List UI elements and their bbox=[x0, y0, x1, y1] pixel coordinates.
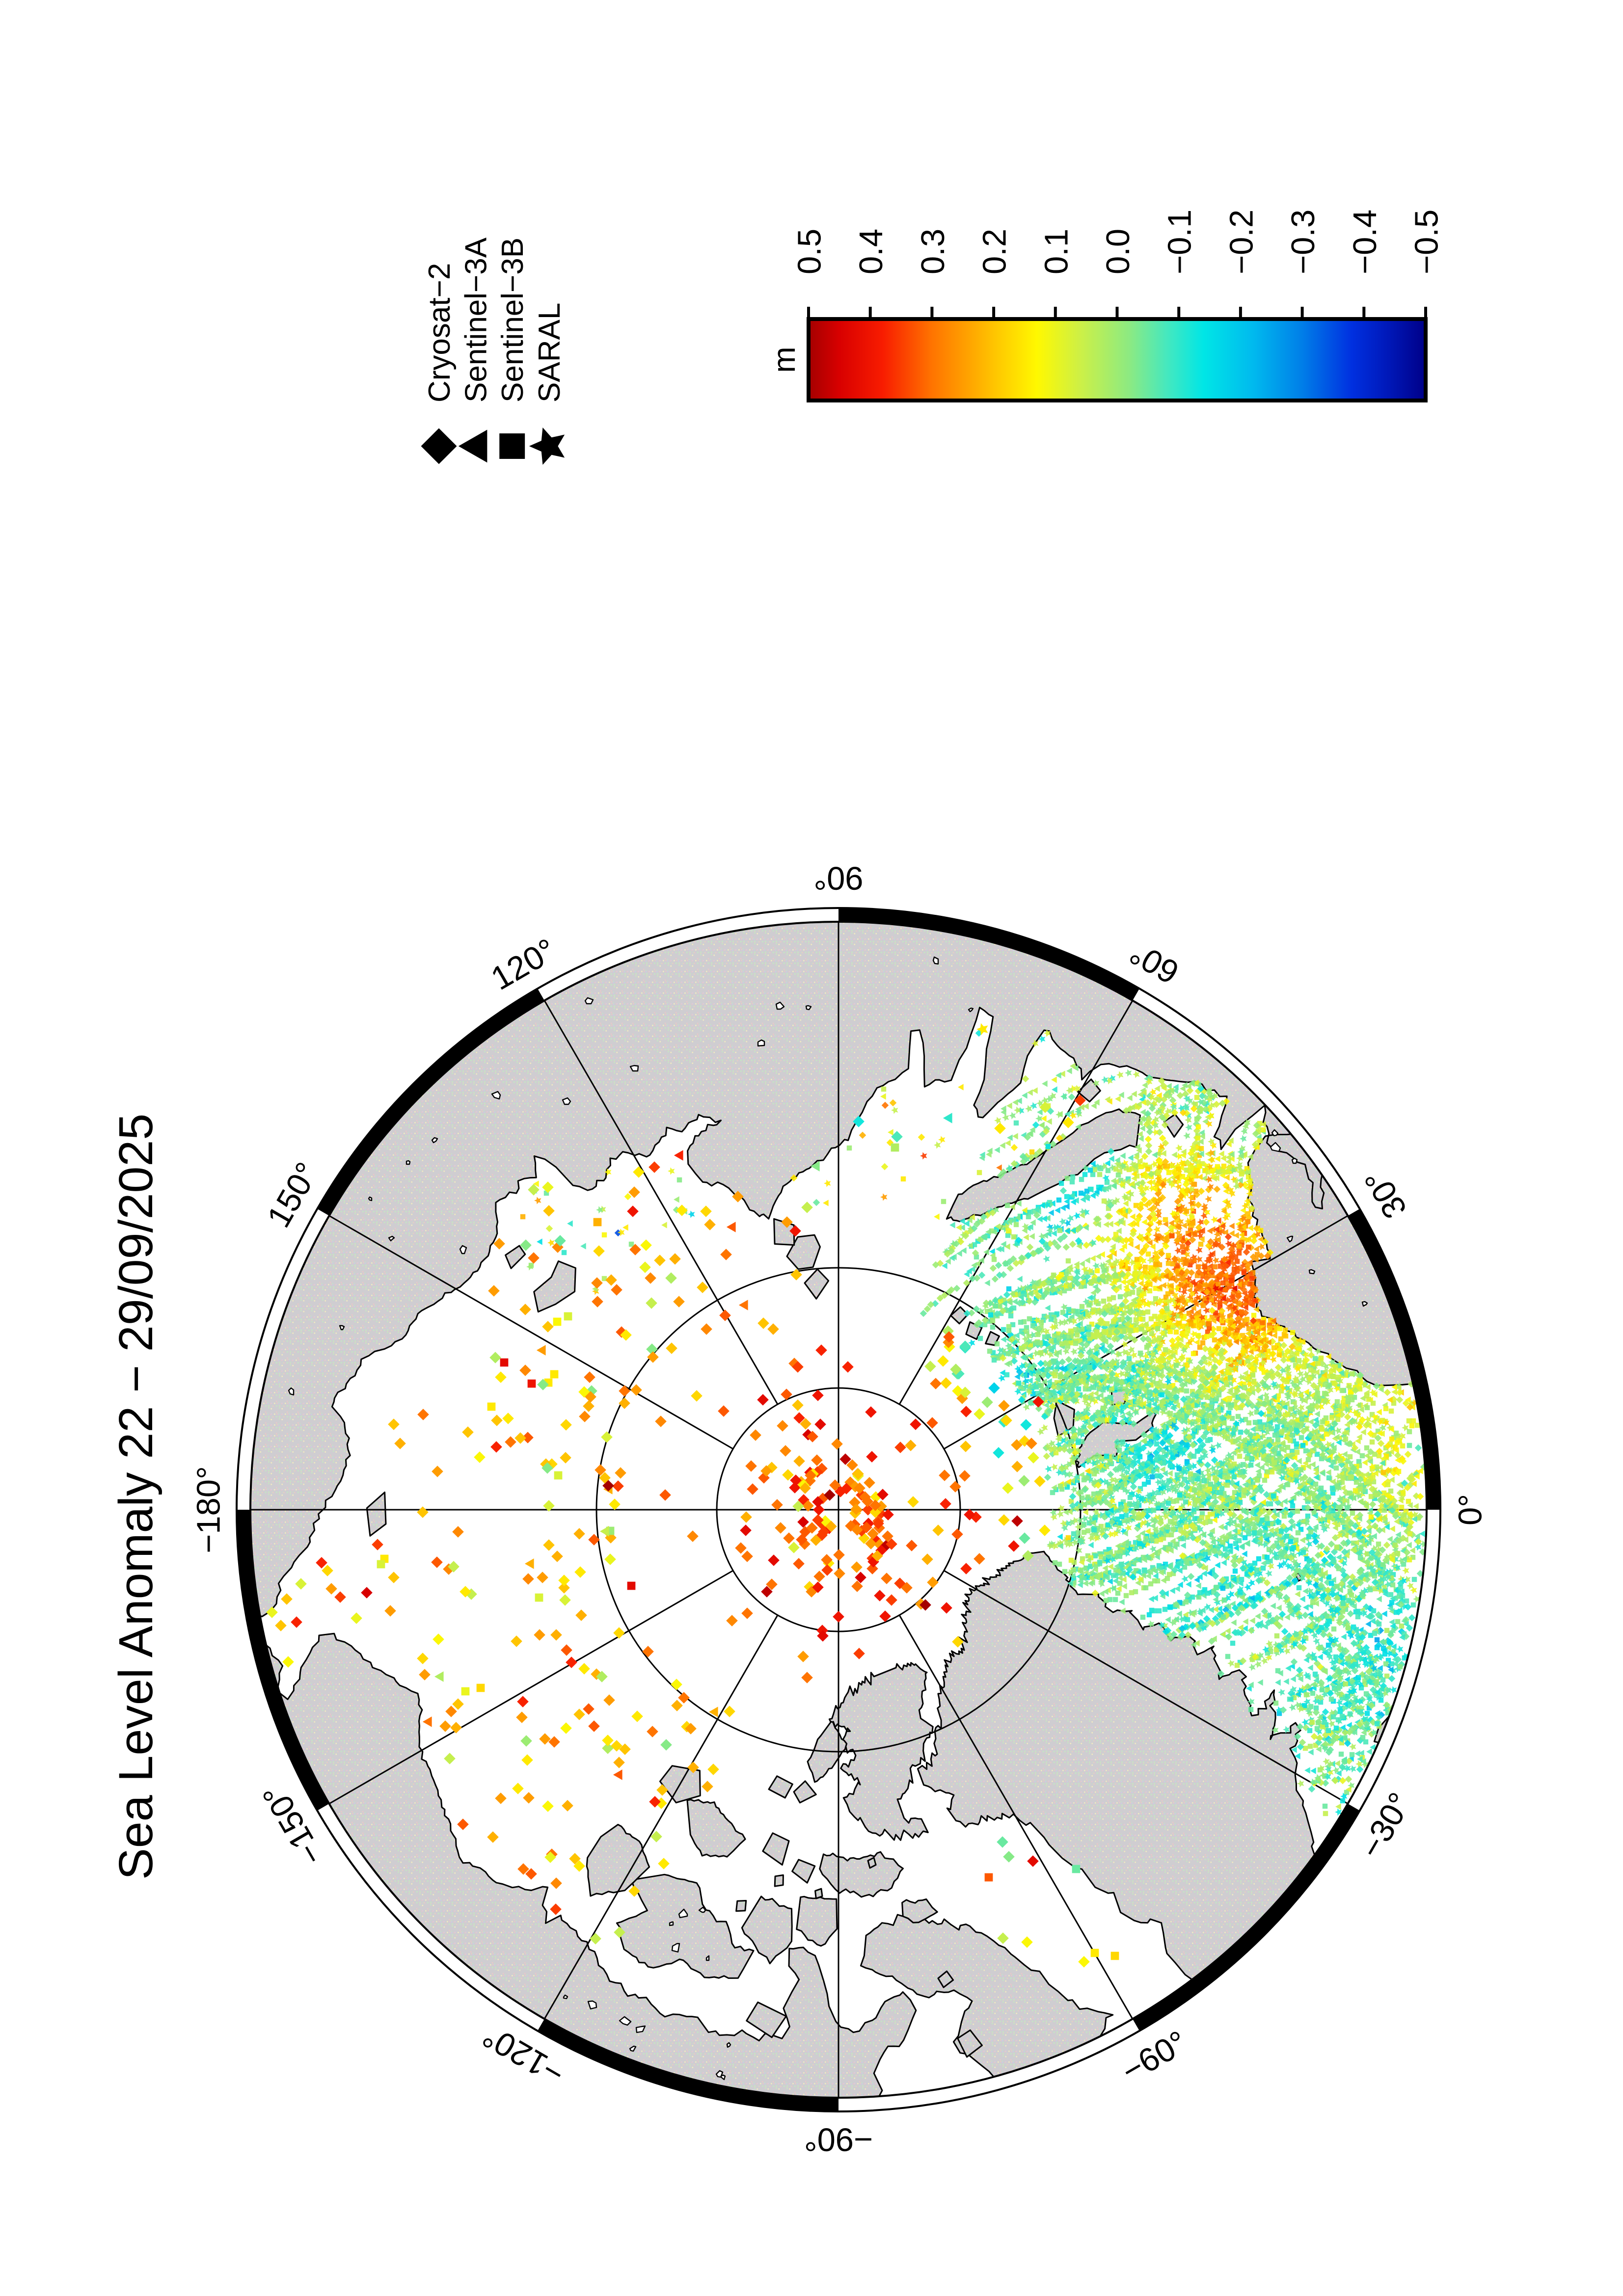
svg-text:0.5: 0.5 bbox=[791, 229, 828, 274]
svg-text:Sea Level Anomaly 22 − 29/09/2: Sea Level Anomaly 22 − 29/09/2025 bbox=[109, 1114, 162, 1880]
svg-text:90°: 90° bbox=[813, 860, 863, 897]
svg-text:−0.1: −0.1 bbox=[1162, 210, 1198, 274]
svg-text:Cryosat−2: Cryosat−2 bbox=[423, 263, 457, 402]
svg-text:0.0: 0.0 bbox=[1100, 229, 1136, 274]
svg-text:−0.2: −0.2 bbox=[1223, 210, 1260, 274]
svg-text:Sentinel−3B: Sentinel−3B bbox=[496, 238, 530, 402]
svg-text:−0.4: −0.4 bbox=[1347, 210, 1383, 274]
svg-text:−90°: −90° bbox=[804, 2121, 873, 2158]
svg-text:−180°: −180° bbox=[190, 1466, 227, 1553]
svg-text:Sentinel−3A: Sentinel−3A bbox=[460, 237, 493, 402]
svg-text:0°: 0° bbox=[1452, 1494, 1489, 1525]
svg-text:SARAL: SARAL bbox=[533, 303, 567, 402]
svg-text:−0.3: −0.3 bbox=[1285, 210, 1322, 274]
svg-text:m: m bbox=[766, 347, 802, 373]
svg-text:−0.5: −0.5 bbox=[1408, 210, 1445, 274]
svg-text:0.3: 0.3 bbox=[915, 229, 951, 274]
svg-text:0.2: 0.2 bbox=[976, 229, 1013, 274]
svg-text:0.4: 0.4 bbox=[853, 229, 890, 274]
svg-text:0.1: 0.1 bbox=[1038, 229, 1075, 274]
